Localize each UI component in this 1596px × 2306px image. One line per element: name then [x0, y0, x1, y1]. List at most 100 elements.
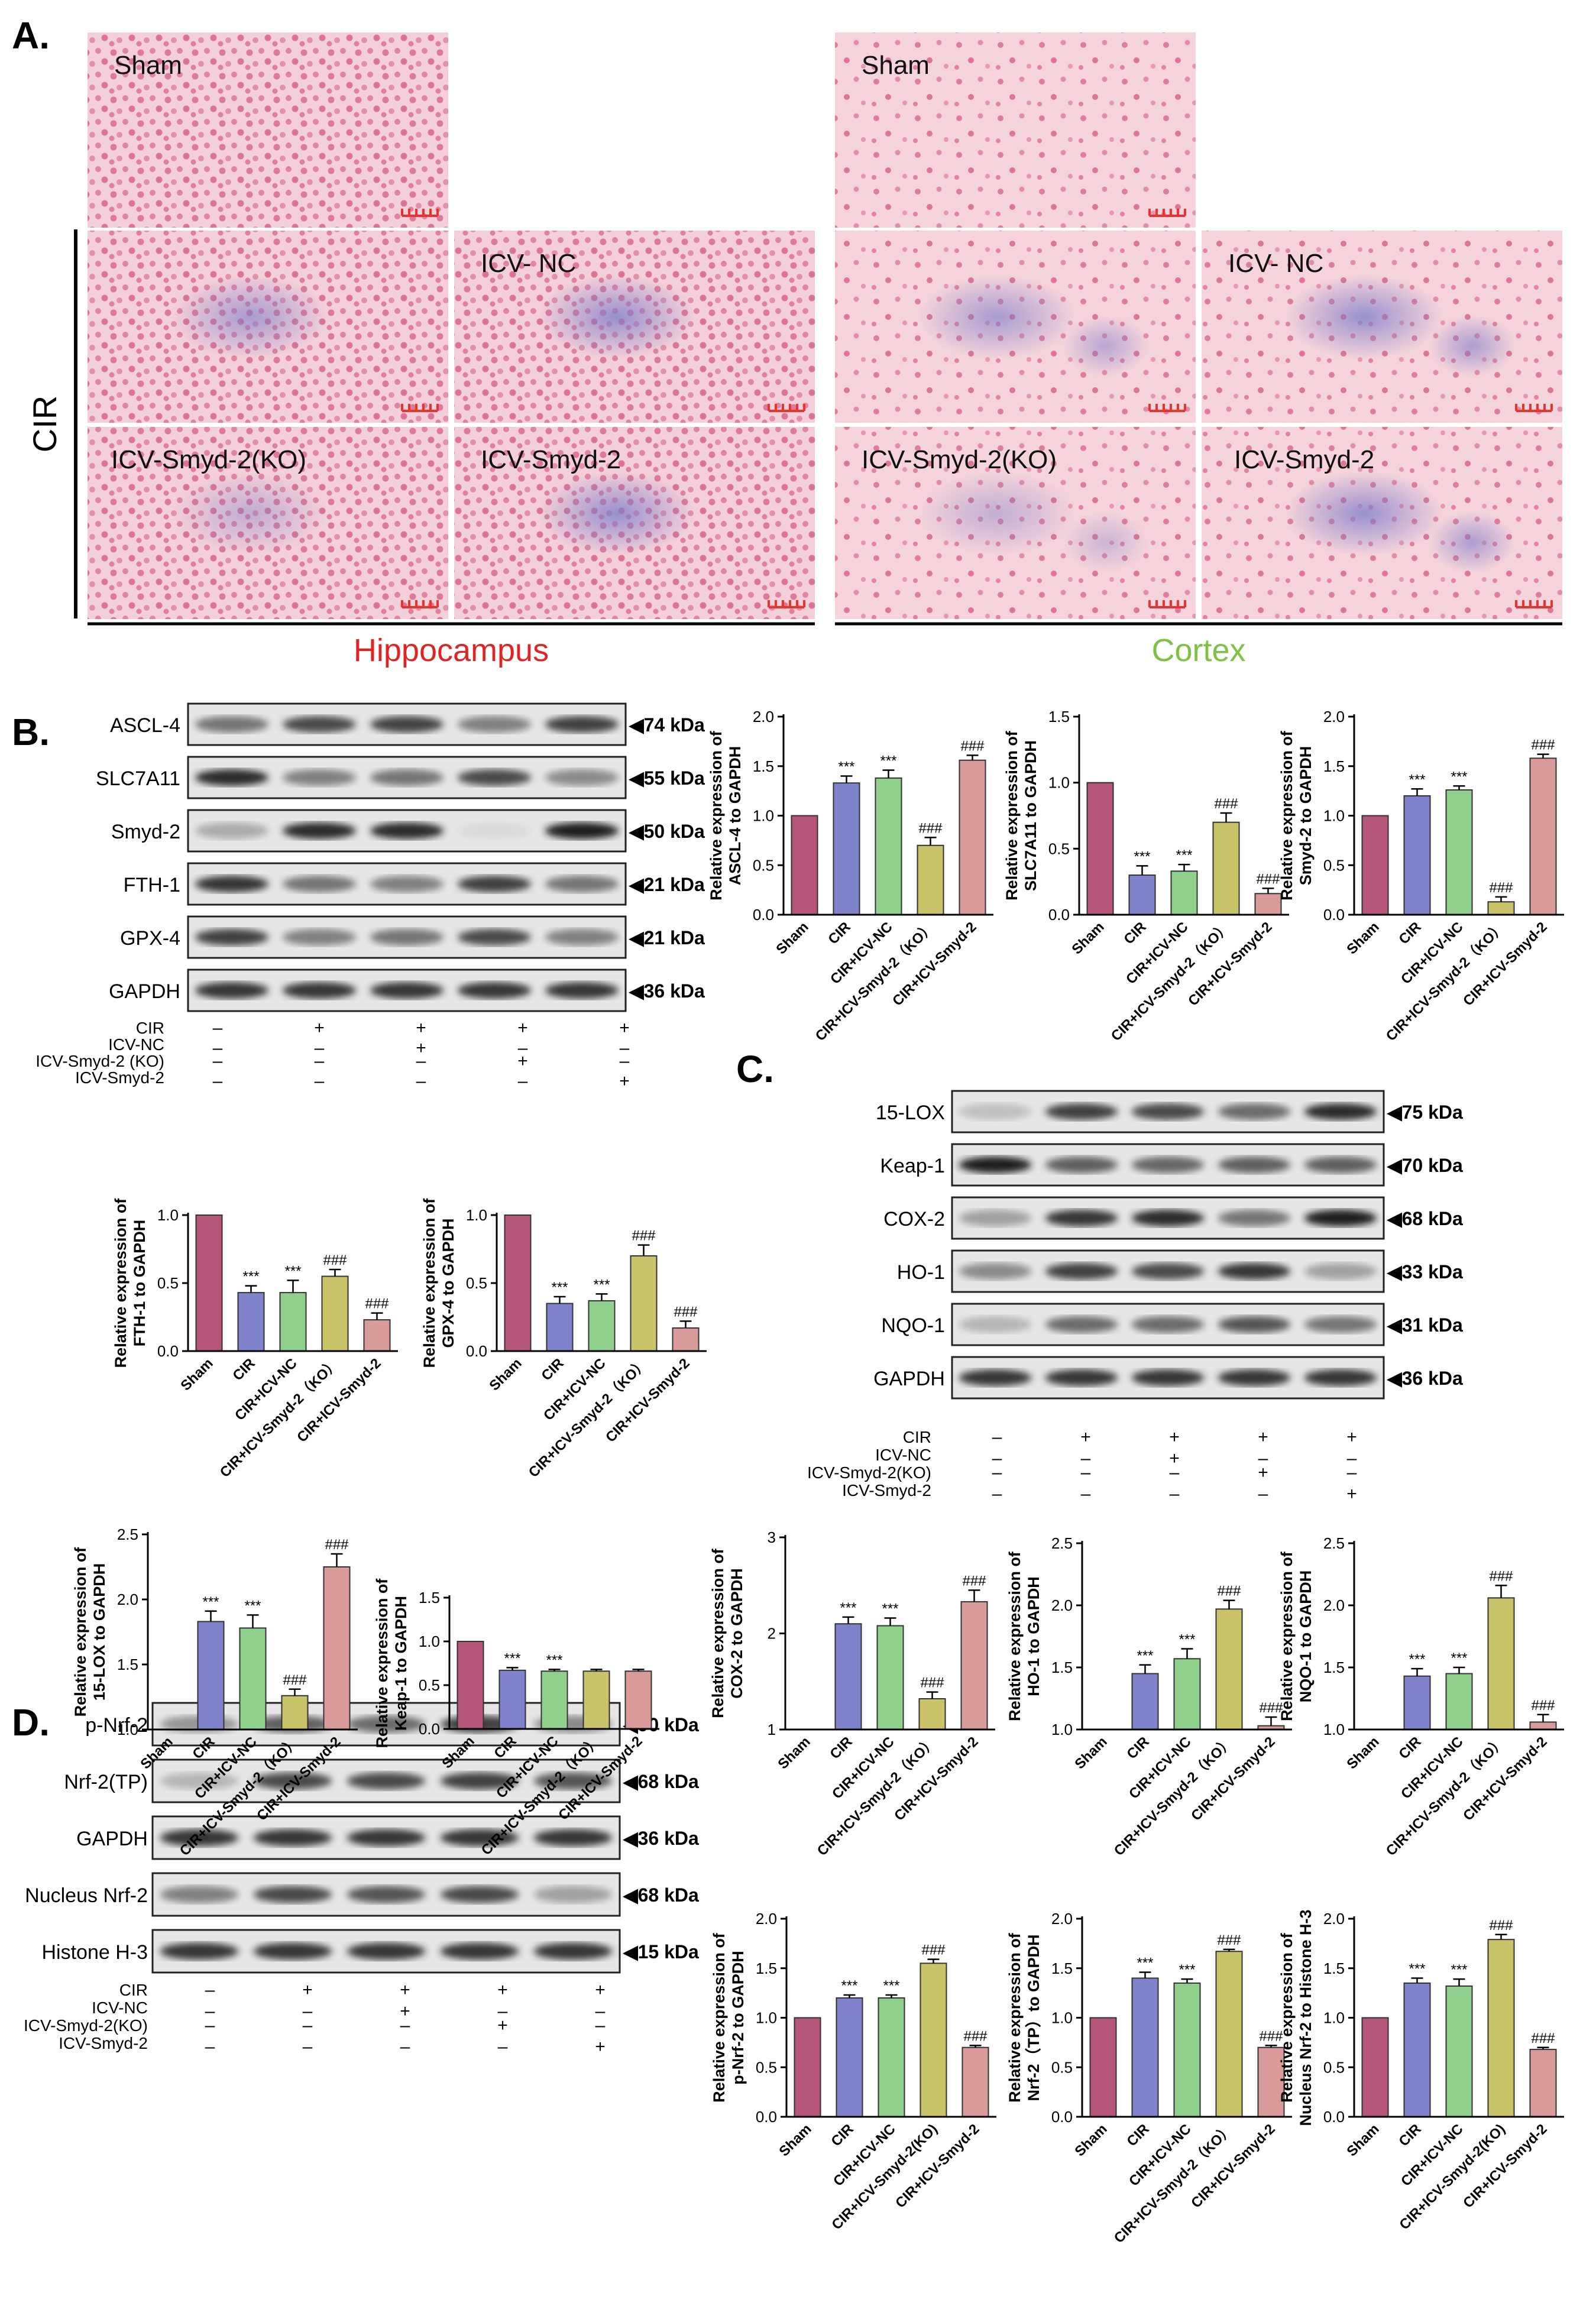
scale-bar [401, 404, 439, 412]
significance-label: ### [1259, 2028, 1283, 2044]
error-bar [205, 1610, 217, 1622]
condition-sign: – [315, 1051, 325, 1071]
bar [1445, 789, 1473, 915]
significance-label: *** [551, 1280, 568, 1295]
bar [918, 1698, 946, 1730]
blot-band [347, 1715, 426, 1733]
error-bar [1537, 2046, 1549, 2050]
category-label: CIR [828, 2121, 856, 2149]
significance-label: ### [1256, 871, 1280, 887]
significance-label: ### [963, 2028, 988, 2044]
y-tick-label: 1.0 [1323, 807, 1345, 825]
significance-label: *** [1176, 847, 1192, 863]
condition-name: CIR [119, 1981, 148, 1999]
bar [1212, 821, 1240, 915]
error-bar [1495, 1585, 1507, 1598]
scale-bar [1148, 404, 1186, 412]
bar [1173, 1658, 1201, 1731]
y-tick-label: 2.5 [1051, 1534, 1073, 1552]
bar [498, 1669, 526, 1730]
error-bar [247, 1614, 259, 1628]
y-axis-label-line: Relative expression of [707, 730, 725, 901]
y-axis-label: Relative expression ofGPX-4 to GAPDH [420, 1198, 457, 1368]
blot-band [370, 982, 444, 999]
histology-tile: ICV-Smyd-2 [1202, 427, 1562, 619]
condition-name: CIR [136, 1019, 164, 1037]
blot-band [545, 929, 619, 945]
blot-band [282, 876, 357, 892]
blot-band [195, 769, 269, 786]
condition-sign: – [1347, 1449, 1357, 1468]
blot-band [533, 1829, 613, 1847]
significance-label: ### [918, 820, 943, 836]
category-label: CIR [827, 1734, 855, 1762]
category-label: Sham [1344, 919, 1382, 957]
error-bar [595, 1293, 608, 1301]
y-axis-label-line: Relative expression of [709, 1548, 727, 1718]
condition-sign: + [1080, 1427, 1091, 1447]
y-axis-label-line: Relative expression of [1278, 1551, 1296, 1721]
significance-label: *** [284, 1263, 301, 1279]
category-label: Sham [1071, 1734, 1110, 1772]
blot-band [253, 1829, 332, 1847]
significance-label: *** [1179, 1962, 1195, 1978]
significance-label: ### [1259, 1700, 1283, 1716]
bar-chart: 0.00.51.0Sham***CIR***CIR+ICV-NC###CIR+I… [420, 1198, 707, 1481]
blot-band [253, 1886, 332, 1903]
stain-area [1284, 274, 1443, 359]
axis-line [448, 1595, 659, 1730]
y-tick-label: 1.5 [753, 757, 774, 775]
bar-chart: 0.00.51.01.52.0Sham***CIR***CIR+ICV-NC##… [707, 708, 993, 1044]
y-tick-label: 2 [768, 1625, 776, 1643]
tile-label: ICV- NC [481, 249, 576, 278]
error-bar [679, 1320, 692, 1328]
significance-label: ### [325, 1537, 349, 1553]
y-tick-label: 2.0 [117, 1591, 138, 1608]
y-axis-label-line: Relative expression of [420, 1198, 438, 1368]
condition-sign: – [205, 1980, 215, 2000]
y-tick-label: 3 [768, 1528, 776, 1546]
blot-row: 15-LOX ◀75 kDa [876, 1090, 1463, 1133]
condition-name: ICV-NC [875, 1446, 931, 1464]
bar [834, 1623, 862, 1730]
blot-band [545, 876, 619, 892]
significance-label: *** [1451, 1650, 1467, 1666]
error-bar [968, 1589, 980, 1602]
category-label: Sham [776, 2121, 814, 2159]
blot-band [1131, 1316, 1205, 1333]
error-bar [1223, 1599, 1235, 1609]
category-label: CIR [1124, 2121, 1152, 2149]
kda-label: ◀55 kDa [628, 767, 705, 789]
condition-sign: – [620, 1038, 630, 1058]
error-bar [590, 1669, 603, 1672]
blot-band [347, 1886, 426, 1903]
condition-sign: – [205, 2016, 215, 2035]
significance-label: ### [962, 1573, 986, 1589]
blot-band [533, 1886, 613, 1903]
y-tick-label: 0.0 [1051, 2108, 1073, 2126]
y-tick-label: 1.5 [1323, 1659, 1345, 1676]
error-bar [1411, 1667, 1423, 1676]
blot-band [545, 822, 619, 839]
kda-label: ◀75 kDa [1386, 1102, 1463, 1123]
blot-band [1218, 1157, 1291, 1173]
bar [878, 1997, 905, 2117]
condition-sign: – [400, 2016, 410, 2035]
bar [1086, 782, 1114, 915]
significance-label: ### [365, 1296, 389, 1312]
error-bar [289, 1688, 301, 1696]
condition-sign: + [314, 1018, 325, 1038]
error-bar [1265, 1716, 1277, 1726]
category-label: Sham [1071, 2121, 1110, 2159]
error-bar [1139, 1664, 1151, 1674]
blot-row: GAPDH ◀36 kDa [109, 969, 705, 1012]
histology-tile: ICV-Smyd-2 [454, 427, 815, 619]
y-tick-label: 2.0 [1323, 1596, 1345, 1614]
kda-label: ◀74 kDa [628, 714, 705, 736]
blot-band [1131, 1157, 1205, 1173]
tile-label: Sham [862, 51, 930, 80]
y-axis-label: Relative expression ofFTH-1 to GAPDH [112, 1198, 148, 1368]
y-axis-label-line: Relative expression of [1003, 730, 1021, 901]
condition-sign: + [1258, 1463, 1268, 1482]
blot-band [457, 982, 532, 999]
